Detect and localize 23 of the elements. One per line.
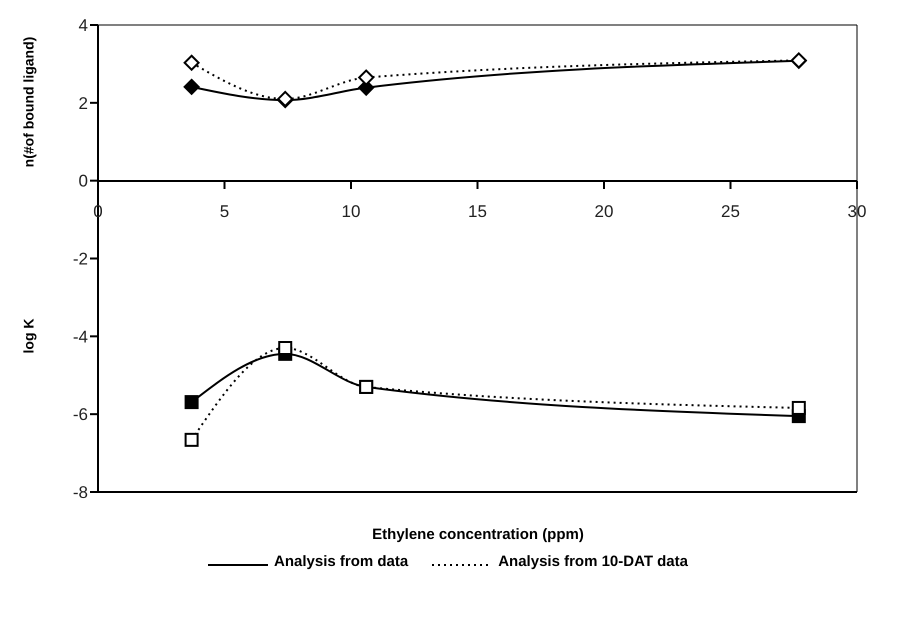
- x-axis-title: Ethylene concentration (ppm): [371, 526, 585, 543]
- x-tick-label: 20: [594, 202, 614, 221]
- legend-label: Analysis from 10-DAT data: [498, 553, 688, 570]
- y-tick-label: -4: [72, 327, 88, 346]
- legend-label: Analysis from data: [274, 553, 408, 570]
- y-tick-label: -8: [72, 483, 88, 502]
- point: [792, 400, 806, 415]
- y-tick-label: -6: [72, 405, 88, 424]
- y-tick-label: 0: [78, 172, 88, 191]
- y-tick-label: 2: [78, 94, 88, 113]
- y-tick-label: -2: [72, 250, 88, 269]
- point: [184, 78, 200, 95]
- y-tick-label: 4: [78, 16, 88, 36]
- x-tick-label: 25: [721, 202, 740, 221]
- y-axis-title: n(#of bound ligand): [20, 36, 36, 168]
- point: [184, 432, 199, 447]
- x-tick-label: 15: [468, 202, 487, 221]
- point: [278, 341, 292, 356]
- x-tick-label: 5: [220, 202, 230, 221]
- point: [184, 395, 199, 410]
- text: log K: [20, 318, 36, 354]
- x-tick-label: 10: [342, 202, 360, 221]
- point: [184, 54, 200, 71]
